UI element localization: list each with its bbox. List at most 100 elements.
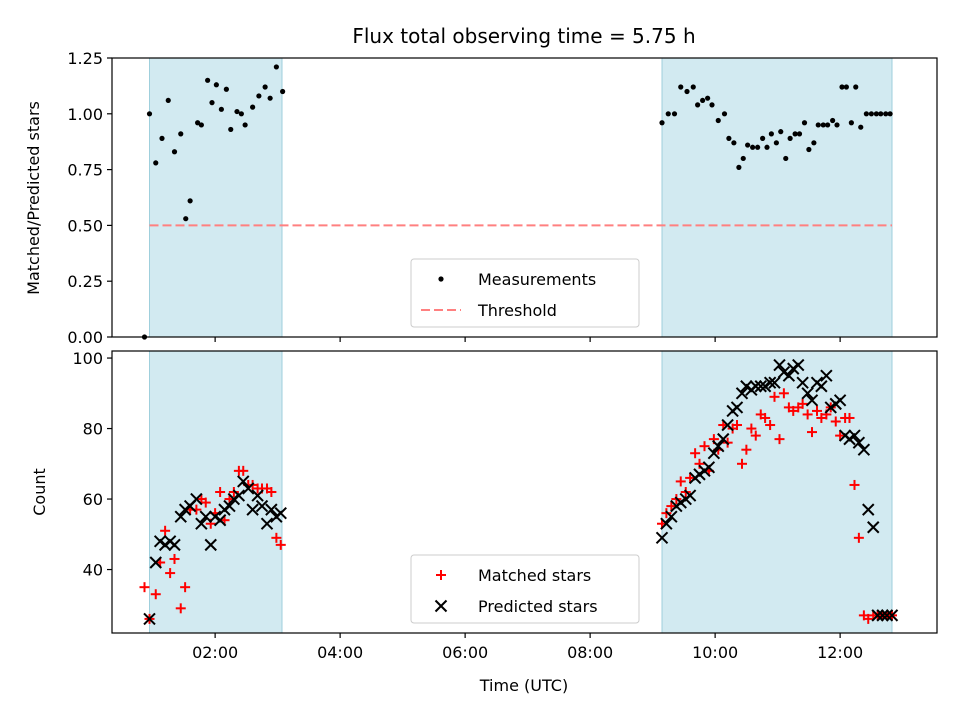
predicted-star-point: [707, 447, 721, 460]
measurement-point: [695, 102, 701, 108]
predicted-star-point: [782, 369, 796, 382]
predicted-star-point: [721, 418, 734, 432]
legend-label: Matched stars: [478, 566, 591, 585]
predicted-star-point: [223, 499, 236, 513]
matched-star-point: [180, 582, 191, 593]
measurement-point: [773, 140, 779, 146]
measurement-point: [745, 142, 751, 148]
predicted-star-point: [683, 489, 697, 502]
matched-star-point: [685, 472, 696, 483]
bottom-axes-frame: [111, 350, 938, 634]
matched-star-point: [853, 532, 864, 543]
x-tick-label: 06:00: [442, 643, 488, 662]
legend-label: Measurements: [478, 270, 596, 289]
measurement-point: [783, 155, 789, 162]
legend-matched-marker: [436, 570, 446, 580]
measurement-point: [750, 144, 756, 150]
top-y-tick-label: 0.50: [67, 216, 103, 235]
predicted-star-point: [833, 394, 847, 407]
measurement-point: [659, 120, 665, 126]
predicted-star-point: [796, 376, 809, 389]
measurement-point: [806, 146, 812, 153]
measurement-point: [815, 122, 821, 128]
matched-star-point: [200, 497, 211, 508]
measurement-point: [159, 135, 165, 141]
predicted-star-point: [749, 380, 762, 393]
measurement-point: [280, 88, 286, 95]
measurement-point: [834, 122, 840, 128]
predicted-star-point: [213, 513, 227, 527]
measurement-point: [830, 117, 836, 124]
measurement-point: [205, 77, 211, 83]
predicted-star-point: [773, 358, 786, 372]
legend-predicted-marker: [434, 599, 448, 613]
predicted-star-point: [242, 482, 255, 495]
measurement-point: [825, 122, 831, 128]
matched-star-point: [844, 412, 855, 423]
matched-star-point: [765, 420, 776, 431]
x-tick-label: 12:00: [817, 643, 863, 662]
measurement-point: [740, 155, 746, 162]
predicted-star-point: [730, 401, 744, 414]
predicted-star-point: [237, 475, 250, 488]
measurement-point: [736, 164, 742, 170]
bottom-y-tick-label: 80: [83, 420, 103, 439]
predicted-star-point: [265, 503, 278, 516]
measurement-point: [690, 84, 696, 90]
matched-star-point: [661, 508, 672, 519]
matched-star-point: [760, 412, 771, 423]
predicted-star-point: [885, 609, 899, 622]
bottom-y-axis-label: Count: [30, 468, 49, 516]
measurement-point: [843, 84, 849, 90]
measurement-point: [171, 149, 178, 155]
measurement-point: [787, 135, 793, 141]
measurement-point: [228, 126, 234, 133]
measurement-point: [863, 111, 869, 117]
measurement-point: [665, 111, 671, 117]
matched-star-point: [746, 423, 757, 434]
measurement-point: [242, 122, 248, 128]
top-y-tick-label: 1.25: [67, 49, 103, 68]
matched-star-point: [169, 553, 180, 564]
measurement-point: [165, 97, 171, 104]
measurement-point: [213, 82, 219, 88]
matched-star-point: [732, 420, 742, 431]
predicted-star-point: [702, 461, 716, 474]
measurement-point: [234, 108, 240, 115]
predicted-star-point: [792, 358, 805, 372]
measurement-point: [820, 122, 826, 128]
predicted-star-point: [246, 503, 259, 516]
measurement-point: [195, 120, 201, 126]
predicted-star-point: [195, 517, 208, 530]
measurement-point: [178, 131, 184, 137]
predicted-star-point: [801, 387, 814, 400]
predicted-star-point: [143, 612, 156, 626]
matched-star-point: [675, 476, 686, 487]
matched-star-point: [807, 427, 817, 438]
measurement-point: [709, 102, 715, 108]
measurement-point: [731, 140, 737, 146]
matched-star-point: [228, 487, 239, 497]
measurement-point: [873, 111, 879, 117]
matched-star-point: [271, 532, 282, 543]
measurement-point: [146, 111, 153, 117]
matched-star-point: [737, 458, 747, 469]
predicted-star-point: [880, 609, 894, 622]
predicted-star-point: [199, 510, 212, 523]
bottom-y-tick-label: 100: [72, 349, 103, 368]
measurement-point: [273, 64, 279, 70]
predicted-star-point: [862, 503, 875, 516]
predicted-star-point: [665, 510, 678, 523]
matched-star-point: [774, 434, 785, 445]
measurement-point: [250, 104, 256, 110]
measurement-point: [671, 111, 678, 117]
measurement-point: [262, 84, 268, 90]
legend-box: [410, 258, 640, 328]
predicted-star-point: [660, 517, 673, 530]
predicted-star-point: [255, 499, 269, 513]
measurement-point: [878, 111, 884, 117]
matched-star-point: [175, 603, 186, 614]
legend-box: [410, 554, 640, 624]
matched-star-point: [165, 568, 176, 579]
